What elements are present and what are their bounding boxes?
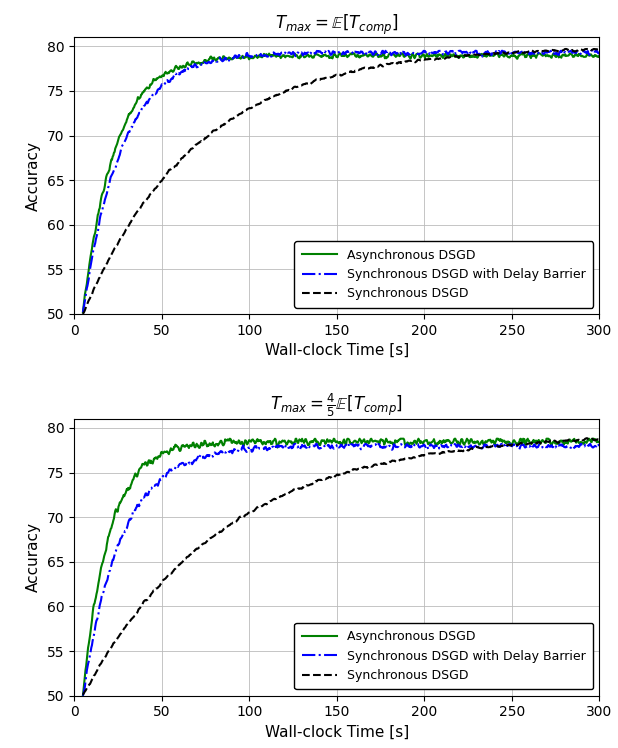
Legend: Asynchronous DSGD, Synchronous DSGD with Delay Barrier, Synchronous DSGD: Asynchronous DSGD, Synchronous DSGD with… bbox=[294, 623, 593, 690]
Synchronous DSGD bbox=[111, 638, 118, 647]
Synchronous DSGD with Delay Barrier bbox=[409, 441, 417, 450]
Asynchronous DSGD bbox=[472, 438, 479, 447]
Line: Synchronous DSGD with Delay Barrier: Synchronous DSGD with Delay Barrier bbox=[83, 51, 599, 313]
Synchronous DSGD with Delay Barrier bbox=[111, 551, 118, 560]
Synchronous DSGD bbox=[79, 310, 87, 319]
Synchronous DSGD with Delay Barrier bbox=[596, 49, 603, 58]
Synchronous DSGD bbox=[79, 690, 87, 699]
Synchronous DSGD with Delay Barrier bbox=[79, 691, 87, 700]
Asynchronous DSGD bbox=[596, 438, 603, 447]
Title: $T_{max} = \mathbb{E}[T_{comp}]$: $T_{max} = \mathbb{E}[T_{comp}]$ bbox=[275, 13, 399, 37]
Asynchronous DSGD bbox=[394, 438, 401, 447]
Line: Synchronous DSGD: Synchronous DSGD bbox=[83, 49, 599, 314]
Asynchronous DSGD bbox=[525, 436, 532, 445]
Synchronous DSGD with Delay Barrier bbox=[525, 441, 532, 450]
Synchronous DSGD with Delay Barrier bbox=[394, 49, 401, 58]
Synchronous DSGD bbox=[471, 444, 478, 453]
Asynchronous DSGD bbox=[409, 49, 417, 58]
X-axis label: Wall-clock Time [s]: Wall-clock Time [s] bbox=[265, 343, 409, 358]
Synchronous DSGD with Delay Barrier bbox=[409, 49, 417, 58]
Synchronous DSGD bbox=[596, 45, 603, 54]
Asynchronous DSGD bbox=[472, 52, 479, 61]
Synchronous DSGD bbox=[583, 434, 591, 443]
Asynchronous DSGD bbox=[394, 51, 401, 60]
Synchronous DSGD bbox=[596, 435, 603, 444]
Asynchronous DSGD bbox=[79, 691, 87, 700]
Synchronous DSGD bbox=[524, 439, 531, 448]
Asynchronous DSGD bbox=[111, 147, 118, 156]
Y-axis label: Accuracy: Accuracy bbox=[26, 522, 41, 592]
Asynchronous DSGD bbox=[380, 437, 387, 446]
Legend: Asynchronous DSGD, Synchronous DSGD with Delay Barrier, Synchronous DSGD: Asynchronous DSGD, Synchronous DSGD with… bbox=[294, 241, 593, 307]
Asynchronous DSGD bbox=[79, 308, 87, 317]
Asynchronous DSGD bbox=[525, 49, 532, 58]
Synchronous DSGD bbox=[408, 453, 416, 462]
Synchronous DSGD with Delay Barrier bbox=[394, 443, 401, 452]
Synchronous DSGD bbox=[562, 45, 569, 54]
Synchronous DSGD with Delay Barrier bbox=[79, 308, 87, 317]
Synchronous DSGD bbox=[379, 62, 387, 71]
Asynchronous DSGD bbox=[292, 434, 300, 443]
Synchronous DSGD with Delay Barrier bbox=[290, 440, 298, 449]
X-axis label: Wall-clock Time [s]: Wall-clock Time [s] bbox=[265, 725, 409, 740]
Asynchronous DSGD bbox=[336, 49, 343, 58]
Synchronous DSGD with Delay Barrier bbox=[472, 441, 479, 450]
Synchronous DSGD with Delay Barrier bbox=[525, 47, 532, 56]
Synchronous DSGD with Delay Barrier bbox=[596, 441, 603, 450]
Asynchronous DSGD bbox=[596, 52, 603, 61]
Synchronous DSGD bbox=[524, 48, 531, 57]
Synchronous DSGD bbox=[393, 458, 400, 467]
Line: Asynchronous DSGD: Asynchronous DSGD bbox=[83, 438, 599, 696]
Line: Asynchronous DSGD: Asynchronous DSGD bbox=[83, 53, 599, 313]
Synchronous DSGD bbox=[471, 50, 478, 59]
Y-axis label: Accuracy: Accuracy bbox=[26, 141, 41, 211]
Asynchronous DSGD bbox=[111, 509, 118, 518]
Line: Synchronous DSGD with Delay Barrier: Synchronous DSGD with Delay Barrier bbox=[83, 444, 599, 696]
Synchronous DSGD with Delay Barrier bbox=[472, 46, 479, 55]
Synchronous DSGD bbox=[111, 244, 118, 253]
Synchronous DSGD bbox=[408, 56, 416, 65]
Synchronous DSGD with Delay Barrier bbox=[111, 165, 118, 174]
Synchronous DSGD bbox=[393, 59, 400, 68]
Line: Synchronous DSGD: Synchronous DSGD bbox=[83, 438, 599, 695]
Asynchronous DSGD bbox=[409, 439, 417, 448]
Asynchronous DSGD bbox=[380, 50, 387, 59]
Synchronous DSGD with Delay Barrier bbox=[364, 46, 371, 55]
Synchronous DSGD with Delay Barrier bbox=[380, 442, 387, 451]
Synchronous DSGD with Delay Barrier bbox=[380, 49, 387, 58]
Synchronous DSGD bbox=[379, 459, 387, 468]
Title: $T_{max} = \frac{4}{5}\mathbb{E}[T_{comp}]$: $T_{max} = \frac{4}{5}\mathbb{E}[T_{comp… bbox=[270, 392, 404, 419]
